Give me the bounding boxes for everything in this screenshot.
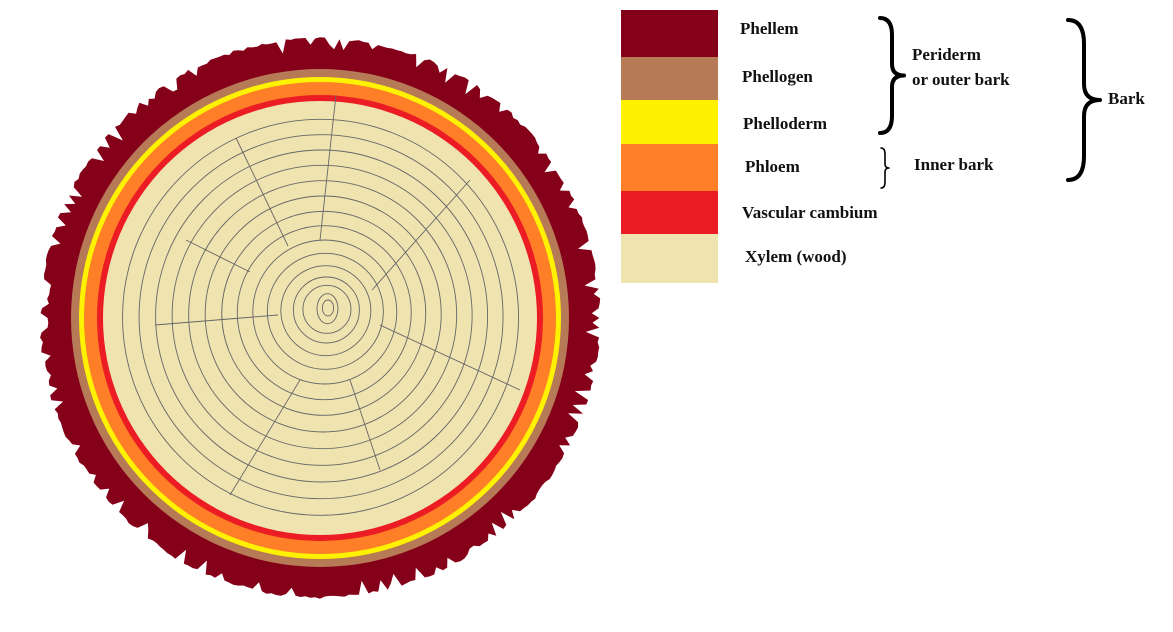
wood-ray xyxy=(349,379,381,471)
wood-ray xyxy=(319,94,337,241)
legend-swatch-phloem xyxy=(621,144,718,191)
periderm-label: Periderm xyxy=(912,45,981,64)
legend-swatch-phellogen xyxy=(621,57,718,100)
inner-bark-brace xyxy=(880,147,890,189)
growth-ring xyxy=(236,225,412,401)
growth-ring xyxy=(204,195,442,433)
wood-ray xyxy=(229,379,301,496)
legend-label-phloem: Phloem xyxy=(745,157,800,176)
legend-swatch-xylem xyxy=(621,234,718,283)
legend-label-phellogen: Phellogen xyxy=(742,67,813,86)
growth-ring xyxy=(221,210,427,416)
legend-label-phelloderm: Phelloderm xyxy=(743,114,828,133)
growth-ring xyxy=(122,118,519,516)
growth-ring xyxy=(316,293,339,325)
growth-ring xyxy=(188,180,458,450)
legend-swatch-phellem xyxy=(621,10,718,57)
growth-ring xyxy=(280,265,372,357)
bark-label: Bark xyxy=(1108,89,1145,108)
growth-rings xyxy=(122,118,519,516)
wood-ray xyxy=(371,179,471,291)
bark-brace xyxy=(1066,18,1102,182)
growth-ring xyxy=(138,134,504,500)
growth-ring xyxy=(252,239,398,385)
wood-ray xyxy=(235,137,289,247)
wood-rays xyxy=(154,94,521,496)
periderm-brace xyxy=(878,16,906,135)
legend-label-vascular-cambium: Vascular cambium xyxy=(742,203,878,222)
legend-label-xylem: Xylem (wood) xyxy=(745,247,847,266)
growth-ring xyxy=(155,149,489,483)
wood-ray xyxy=(379,324,521,391)
growth-ring xyxy=(321,299,335,317)
inner-bark-label: Inner bark xyxy=(914,155,994,174)
tree-trunk-cross-section xyxy=(40,37,601,599)
legend-label-phellem: Phellem xyxy=(740,19,799,38)
wood-ray xyxy=(154,314,279,326)
legend-swatch-vascular-cambium xyxy=(621,191,718,234)
growth-ring xyxy=(292,276,360,344)
legend-swatch-phelloderm xyxy=(621,100,718,144)
growth-ring xyxy=(171,164,473,466)
wood-ray xyxy=(185,239,251,273)
periderm-label-line2: or outer bark xyxy=(912,70,1010,89)
growth-ring xyxy=(266,252,384,370)
growth-ring xyxy=(302,284,352,334)
